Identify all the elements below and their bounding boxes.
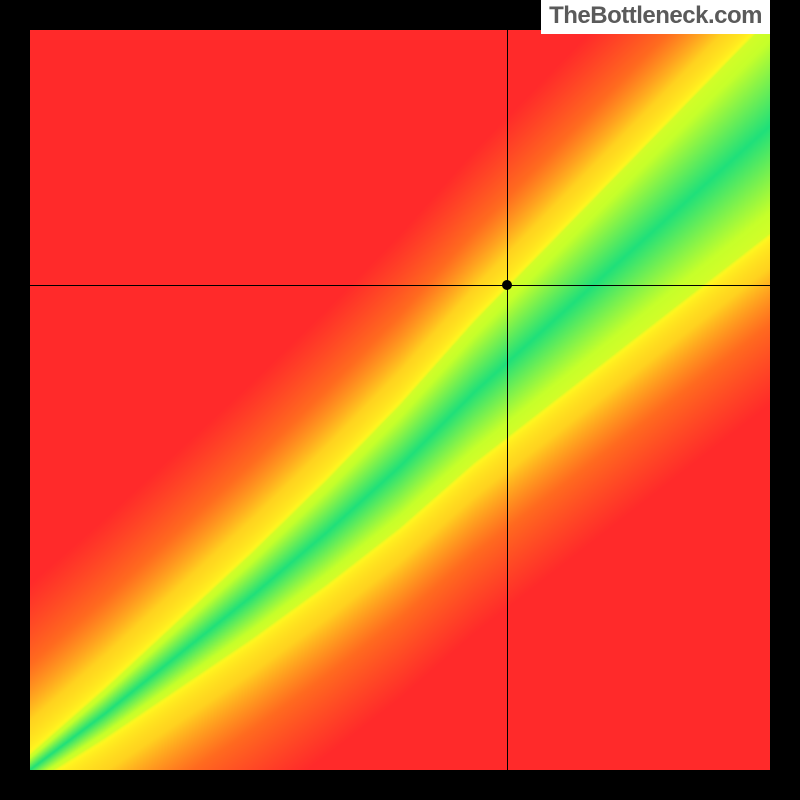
outer-frame: TheBottleneck.com <box>0 0 800 800</box>
crosshair-horizontal <box>30 285 770 286</box>
watermark-text: TheBottleneck.com <box>541 0 770 34</box>
crosshair-vertical <box>507 30 508 770</box>
plot-area <box>30 30 770 770</box>
heatmap-canvas <box>30 30 770 770</box>
